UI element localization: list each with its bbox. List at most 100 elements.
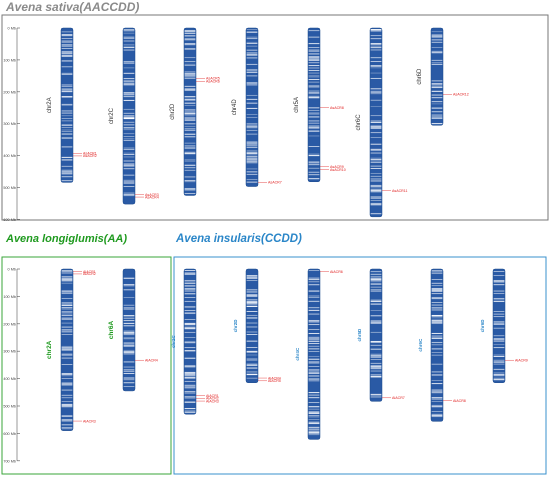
chromosome-band [184, 39, 196, 41]
chromosome-band [184, 176, 196, 178]
chromosome-band [184, 76, 196, 78]
chromosome-band [370, 289, 382, 290]
chromosome-band [431, 415, 443, 417]
chromosome-band [61, 420, 73, 422]
chromosome-band [123, 334, 135, 336]
chromosome-band [184, 288, 196, 289]
chromosome-band [308, 76, 320, 78]
chromosome-band [123, 99, 135, 101]
chromosome-band [123, 112, 135, 114]
chromosome-label: chr6C [418, 338, 423, 352]
chromosome-label: chr2A [46, 340, 53, 359]
chromosome-band [308, 122, 320, 124]
chromosome-band [184, 31, 196, 33]
chromosome-band [184, 337, 196, 338]
chromosome-band [308, 90, 320, 92]
chromosome-band [123, 325, 135, 327]
chromosome-band [123, 284, 135, 285]
chromosome-band [123, 308, 135, 310]
chromosome-band [308, 411, 320, 413]
chromosome-band [431, 90, 443, 92]
chromosome-band [246, 314, 258, 316]
chromosome-band [61, 44, 73, 46]
chromosome-band [184, 366, 196, 368]
chromosome-band [123, 344, 135, 346]
chromosome-band [308, 79, 320, 80]
chromosome-band [123, 289, 135, 291]
chromosome-band [123, 160, 135, 162]
chromosome-band [61, 345, 73, 347]
chromosome-band [308, 361, 320, 363]
chromosome-band [123, 343, 135, 345]
chromosome-band [370, 362, 382, 364]
chromosome-band [184, 297, 196, 298]
chromosome-band [370, 143, 382, 145]
chromosome-band [184, 293, 196, 295]
scale-tick-label: 400 Mb [3, 377, 16, 381]
chromosome-band [123, 186, 135, 187]
chromosome-band [184, 365, 196, 367]
chromosome-band [61, 353, 73, 355]
chromosome-band [61, 169, 73, 171]
chromosome-band [370, 150, 382, 151]
chromosome-band [184, 401, 196, 403]
chromosome-band [246, 303, 258, 305]
chromosome-band [184, 96, 196, 98]
chromosome-band [123, 195, 135, 197]
chromosome-band [431, 322, 443, 324]
chromosome-band [308, 277, 320, 279]
chromosome-band [370, 99, 382, 101]
chromosome-band [370, 29, 382, 31]
chromosome-band [246, 374, 258, 376]
chromosome-band [308, 295, 320, 297]
chromosome-band [370, 35, 382, 37]
chromosome-band [246, 181, 258, 183]
chromosome-band [370, 315, 382, 317]
chromosome-band [123, 378, 135, 380]
panel-longiglumis: 0 Mb 100 Mb 200 Mb 300 Mb 400 Mb 500 Mb 600 Mb… [1, 256, 172, 475]
scale-tick-label: 0 Mb [8, 27, 16, 31]
chromosome-band [123, 117, 135, 120]
chromosome-band [123, 154, 135, 155]
chromosome-band [370, 282, 382, 284]
chromosome-band [61, 427, 73, 428]
chromosome-band [246, 150, 258, 152]
chromosome-band [246, 326, 258, 328]
chromosome-band [431, 86, 443, 89]
chromosome-band [246, 171, 258, 173]
chromosome-band [308, 161, 320, 163]
chromosome-band [370, 340, 382, 342]
chromosome-band [61, 331, 73, 333]
chromosome-band [246, 359, 258, 361]
chromosome-band [61, 424, 73, 426]
chromosome-band [123, 148, 135, 150]
gene-label: AsACR3 [145, 193, 159, 197]
chromosome-band [184, 35, 196, 37]
chromosome-band [184, 281, 196, 283]
chromosome-band [370, 196, 382, 198]
chromosome-band [184, 391, 196, 393]
chromosome-band [184, 180, 196, 182]
chromosome-band [123, 382, 135, 384]
gene-label: AiACR7 [392, 396, 405, 400]
chromosome-band [61, 330, 73, 332]
chromosome-band [493, 293, 505, 294]
chromosome-band [184, 375, 196, 377]
chromosome-band [123, 93, 135, 95]
chromosome-band [123, 174, 135, 176]
chromosome-band [61, 59, 73, 61]
gene-label: AiACR2 [206, 397, 219, 401]
chromosome-label: chr2A [47, 97, 53, 113]
chromosome-label: chr5D [357, 328, 362, 342]
chromosome-band [308, 125, 320, 127]
chromosome-band [308, 57, 320, 59]
chromosome-band [493, 377, 505, 379]
chromosome-band [431, 117, 443, 119]
chromosome-band [246, 159, 258, 161]
chromosome-band [123, 181, 135, 182]
scale-tick-label: 600 Mb [3, 432, 16, 436]
chromosome-band [246, 290, 258, 292]
